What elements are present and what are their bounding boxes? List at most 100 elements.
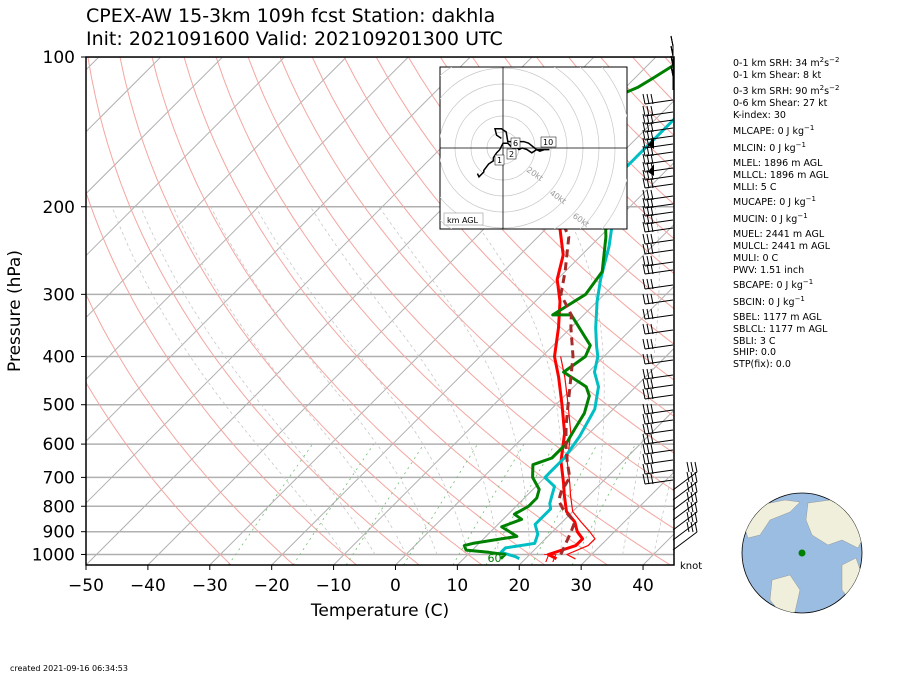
wind-barb [644,195,674,201]
index-text-part: −1 [802,277,814,286]
wind-barb [644,299,674,305]
wind-barb-feather [650,129,654,141]
index-text: MUEL: 2441 m AGL [733,229,825,240]
wind-barb [644,227,674,233]
index-line: MULCL: 2441 m AGL [733,241,830,252]
wind-barb-feather [670,65,674,77]
hodograph-height-box [494,154,505,166]
wind-barb-feather [642,105,646,117]
wind-barb-feather [650,153,654,165]
wind-barb [644,419,674,425]
index-text: 0-3 km SRH: 90 m [733,86,820,97]
index-text: 0-6 km Shear: 27 kt [733,98,828,109]
wind-barb [644,211,674,217]
hodograph-label: km AGL [447,216,479,225]
wind-barb [644,374,674,380]
wind-barb-feather [646,205,650,217]
wind-barb-feather [642,323,646,335]
wind-barb-feather [650,213,654,225]
wind-barb-feather [646,233,650,245]
index-text: 0-1 km Shear: 8 kt [733,70,822,81]
wind-barb-feather [646,278,650,290]
wind-barb-feather [650,255,654,267]
wind-barb [672,531,698,551]
wind-barb-feather [642,137,646,149]
wind-barb-feather [650,121,654,133]
hodograph-label-box [443,212,484,226]
wind-barb-feather [646,197,650,209]
index-text: SHIP: 0.0 [733,347,777,358]
wind-barb-feather [646,323,650,335]
wind-barb-feather [646,145,650,157]
wind-barb [672,521,698,541]
plot-frame [85,56,675,566]
index-line: MUEL: 2441 m AGL [733,229,824,240]
wind-barb-feather [686,521,690,533]
wind-barb-feather [642,473,646,485]
wind-barb-feather [694,511,698,523]
mixing-ratio-line [292,443,375,565]
index-text-part: −1 [804,123,815,132]
index-line: STP(fix): 0.0 [733,359,791,370]
index-line: K-index: 30 [733,110,786,121]
index-text-part: −1 [805,194,816,203]
index-line: MLEL: 1896 m AGL [733,158,822,169]
y-tick-label: 200 [43,198,75,218]
wind-barb-feather [642,338,646,350]
wind-barb-feather [642,113,646,125]
isotherm-line [271,161,674,565]
index-text-part: s [824,86,830,97]
wind-barb-feather [642,433,646,445]
wind-barb-feather [686,501,690,513]
index-line: MLCIN: 0 J kg−1 [733,140,806,154]
wind-barb-feather [646,353,650,365]
wind-barb-feather [694,521,698,533]
index-line: SBLCL: 1177 m AGL [733,324,827,335]
index-text: PWV: 1.51 inch [733,265,805,276]
index-text-part: −1 [795,140,806,149]
index-text-part: −1 [794,294,805,303]
mixing-ratio-line [228,443,313,565]
hodograph-height-marker: 6 [513,139,518,148]
wind-barb-feather [650,189,654,201]
station-marker [798,549,806,557]
wind-barb-feather [642,121,646,133]
moist-adiabat [140,206,376,555]
wind-barb [644,183,674,189]
wind-barb [644,429,674,435]
mixing-ratio-line [485,443,556,565]
wind-barb [672,491,698,511]
wind-barb [644,99,674,105]
wind-barb-feather [690,491,694,503]
wind-barb-feather [646,423,650,435]
x-tick-label: 40 [632,576,654,596]
wind-barb [672,471,698,491]
wind-barb [644,479,674,485]
index-text-part: 2 [819,55,825,64]
hodograph-height-box [506,148,517,160]
index-text-part: 2 [819,83,825,92]
index-text: MUCIN: 0 J kg [733,214,798,225]
isotherm-line [580,471,674,565]
isotherm-line [86,57,285,257]
wind-barb-feather [650,453,654,465]
index-text: SBLCL: 1177 m AGL [733,324,828,335]
dry-adiabat [247,57,674,530]
dry-adiabat [407,57,674,345]
wind-barb-feather [650,263,654,275]
wind-barb-feather [642,221,646,233]
y-tick-label: 100 [43,48,75,68]
wind-barb-feather [642,189,646,201]
dry-adiabat [151,57,546,565]
wind-barb-feather [646,105,650,117]
wind-barb-feather [690,501,694,513]
wind-barb [644,219,674,225]
wind-barb-feather [642,463,646,475]
wind-barb-feather [694,491,698,503]
wind-barb-feather [650,233,654,245]
wind-barb [644,459,674,465]
wind-barb-feather [650,403,654,415]
index-text: MLCAPE: 0 J kg [733,126,804,137]
index-text-part: −2 [829,55,840,64]
wind-barb-feather [646,338,650,350]
